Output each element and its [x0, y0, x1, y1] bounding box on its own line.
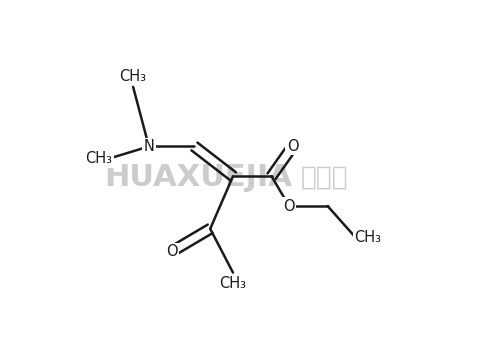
- Text: N: N: [144, 139, 155, 154]
- Text: O: O: [287, 139, 299, 154]
- Text: CH₃: CH₃: [354, 230, 382, 245]
- Text: CH₃: CH₃: [85, 151, 112, 166]
- Text: HUAXUEJIA: HUAXUEJIA: [104, 163, 292, 193]
- Text: O: O: [166, 244, 178, 259]
- Text: O: O: [283, 199, 295, 214]
- Text: 化学加: 化学加: [300, 165, 348, 191]
- Text: CH₃: CH₃: [120, 69, 146, 84]
- Text: CH₃: CH₃: [219, 276, 247, 290]
